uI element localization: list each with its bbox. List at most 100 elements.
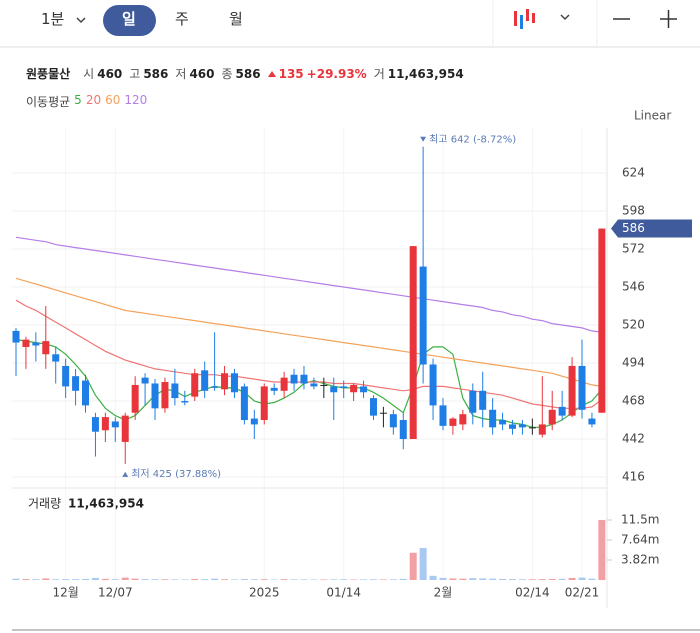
candle-body	[429, 364, 437, 406]
high-marker	[420, 136, 427, 142]
volume-bar	[449, 578, 457, 580]
volume-bar	[42, 578, 50, 580]
volume-bar	[171, 579, 179, 580]
ma-legend: 이동평균 5 20 60 120	[26, 93, 147, 110]
volume-bar	[350, 579, 358, 580]
volume-bar	[379, 579, 387, 580]
y-tick-label: 546	[622, 280, 645, 294]
candle-body	[350, 384, 358, 393]
chevron[interactable]	[560, 14, 570, 21]
volume-bar	[22, 579, 30, 580]
candle-body	[82, 380, 90, 406]
volume-bar	[191, 578, 199, 580]
candle-body	[280, 377, 288, 391]
volume-bar	[419, 548, 427, 580]
candle-body	[300, 374, 308, 384]
volume-bar	[369, 579, 377, 580]
candle-body	[141, 377, 149, 384]
candle-body	[578, 365, 586, 410]
interval[interactable]: 월	[229, 10, 243, 28]
interval[interactable]: 일	[122, 10, 136, 28]
volume-bar	[270, 579, 278, 580]
candle-body	[489, 409, 497, 428]
y-tick-label: 416	[622, 470, 645, 484]
candle-body	[479, 390, 487, 410]
volume-bar	[82, 578, 90, 580]
y-tick-label: 624	[622, 166, 645, 180]
candle-body	[360, 386, 368, 393]
candle-body	[131, 384, 139, 413]
ma-legend-entry: 5	[74, 93, 82, 107]
info-label: 시	[83, 67, 95, 81]
volume-tick-label: 7.64m	[621, 533, 659, 547]
volume-bar	[290, 579, 298, 580]
low-annotation: 최저 425 (37.88%)	[131, 468, 221, 480]
candle-body	[161, 382, 169, 409]
scale-label[interactable]: Linear	[634, 109, 671, 123]
volume-bar	[538, 579, 546, 580]
ma-line	[15, 236, 602, 333]
ma-legend-entry: 60	[105, 93, 121, 107]
info-row: 원풍물산 시 460 고 586 저 460 종 586 135 +29.93% 거 11,463,9…	[26, 65, 464, 82]
info-label: 종	[221, 67, 233, 81]
candle-body	[72, 376, 80, 391]
volume-bar	[479, 578, 487, 580]
volume-tick-label: 11.5m	[621, 513, 659, 527]
candle-body	[42, 341, 50, 355]
zoom-in[interactable]	[660, 10, 677, 28]
volume-bar	[72, 579, 80, 580]
change-pct: +29.93%	[306, 66, 367, 81]
candle-body	[52, 354, 60, 362]
interval[interactable]: 주	[175, 10, 189, 28]
volume-bar	[101, 578, 109, 580]
volume-bar	[528, 579, 536, 580]
candle-body	[121, 415, 129, 442]
candle-body	[290, 374, 298, 384]
candle-body	[399, 420, 407, 440]
change: 135	[278, 66, 304, 81]
info-label: 거	[373, 67, 385, 81]
volume-tick-label: 3.82m	[621, 553, 659, 567]
candle-body	[211, 386, 219, 388]
volume-bar	[91, 577, 99, 580]
volume-bar	[568, 577, 576, 580]
candle-body	[101, 417, 109, 431]
candle-body	[588, 418, 596, 425]
info-value: 586	[143, 66, 169, 81]
candle-body	[528, 427, 536, 429]
candle-body	[62, 365, 70, 387]
volume-bar	[459, 578, 467, 580]
x-tick-label: 2025	[249, 586, 280, 600]
y-tick-label: 494	[622, 356, 645, 370]
candle-body	[171, 383, 179, 399]
candle-body	[449, 418, 457, 426]
volume-bar	[548, 578, 556, 580]
candle-body	[111, 421, 119, 428]
stock-name: 원풍물산	[26, 67, 71, 81]
volume-bar	[161, 579, 169, 580]
info-label: 저	[175, 67, 187, 81]
volume-bar	[12, 578, 20, 580]
volume-bar	[230, 579, 238, 580]
candle-icon[interactable]	[514, 9, 535, 29]
chevron[interactable]	[76, 17, 86, 24]
volume-bar	[360, 579, 368, 580]
candle-body	[151, 383, 159, 409]
volume-bar	[469, 578, 477, 580]
candle-body	[439, 405, 447, 426]
volume-bar	[141, 579, 149, 580]
y-tick-label: 572	[622, 242, 645, 256]
volume-bar	[389, 579, 397, 580]
candle-body	[598, 228, 606, 413]
volume-bar	[509, 579, 516, 580]
volume-bar	[578, 577, 586, 580]
candle-body	[548, 409, 556, 425]
volume-title: 거래량	[28, 497, 61, 511]
candle-body	[330, 386, 338, 393]
interval[interactable]: 1분	[41, 10, 65, 28]
volume-bar	[429, 575, 437, 580]
up-arrow	[267, 70, 276, 77]
volume-bar	[260, 579, 268, 580]
candle-body	[518, 424, 526, 428]
ma-line	[15, 339, 603, 428]
